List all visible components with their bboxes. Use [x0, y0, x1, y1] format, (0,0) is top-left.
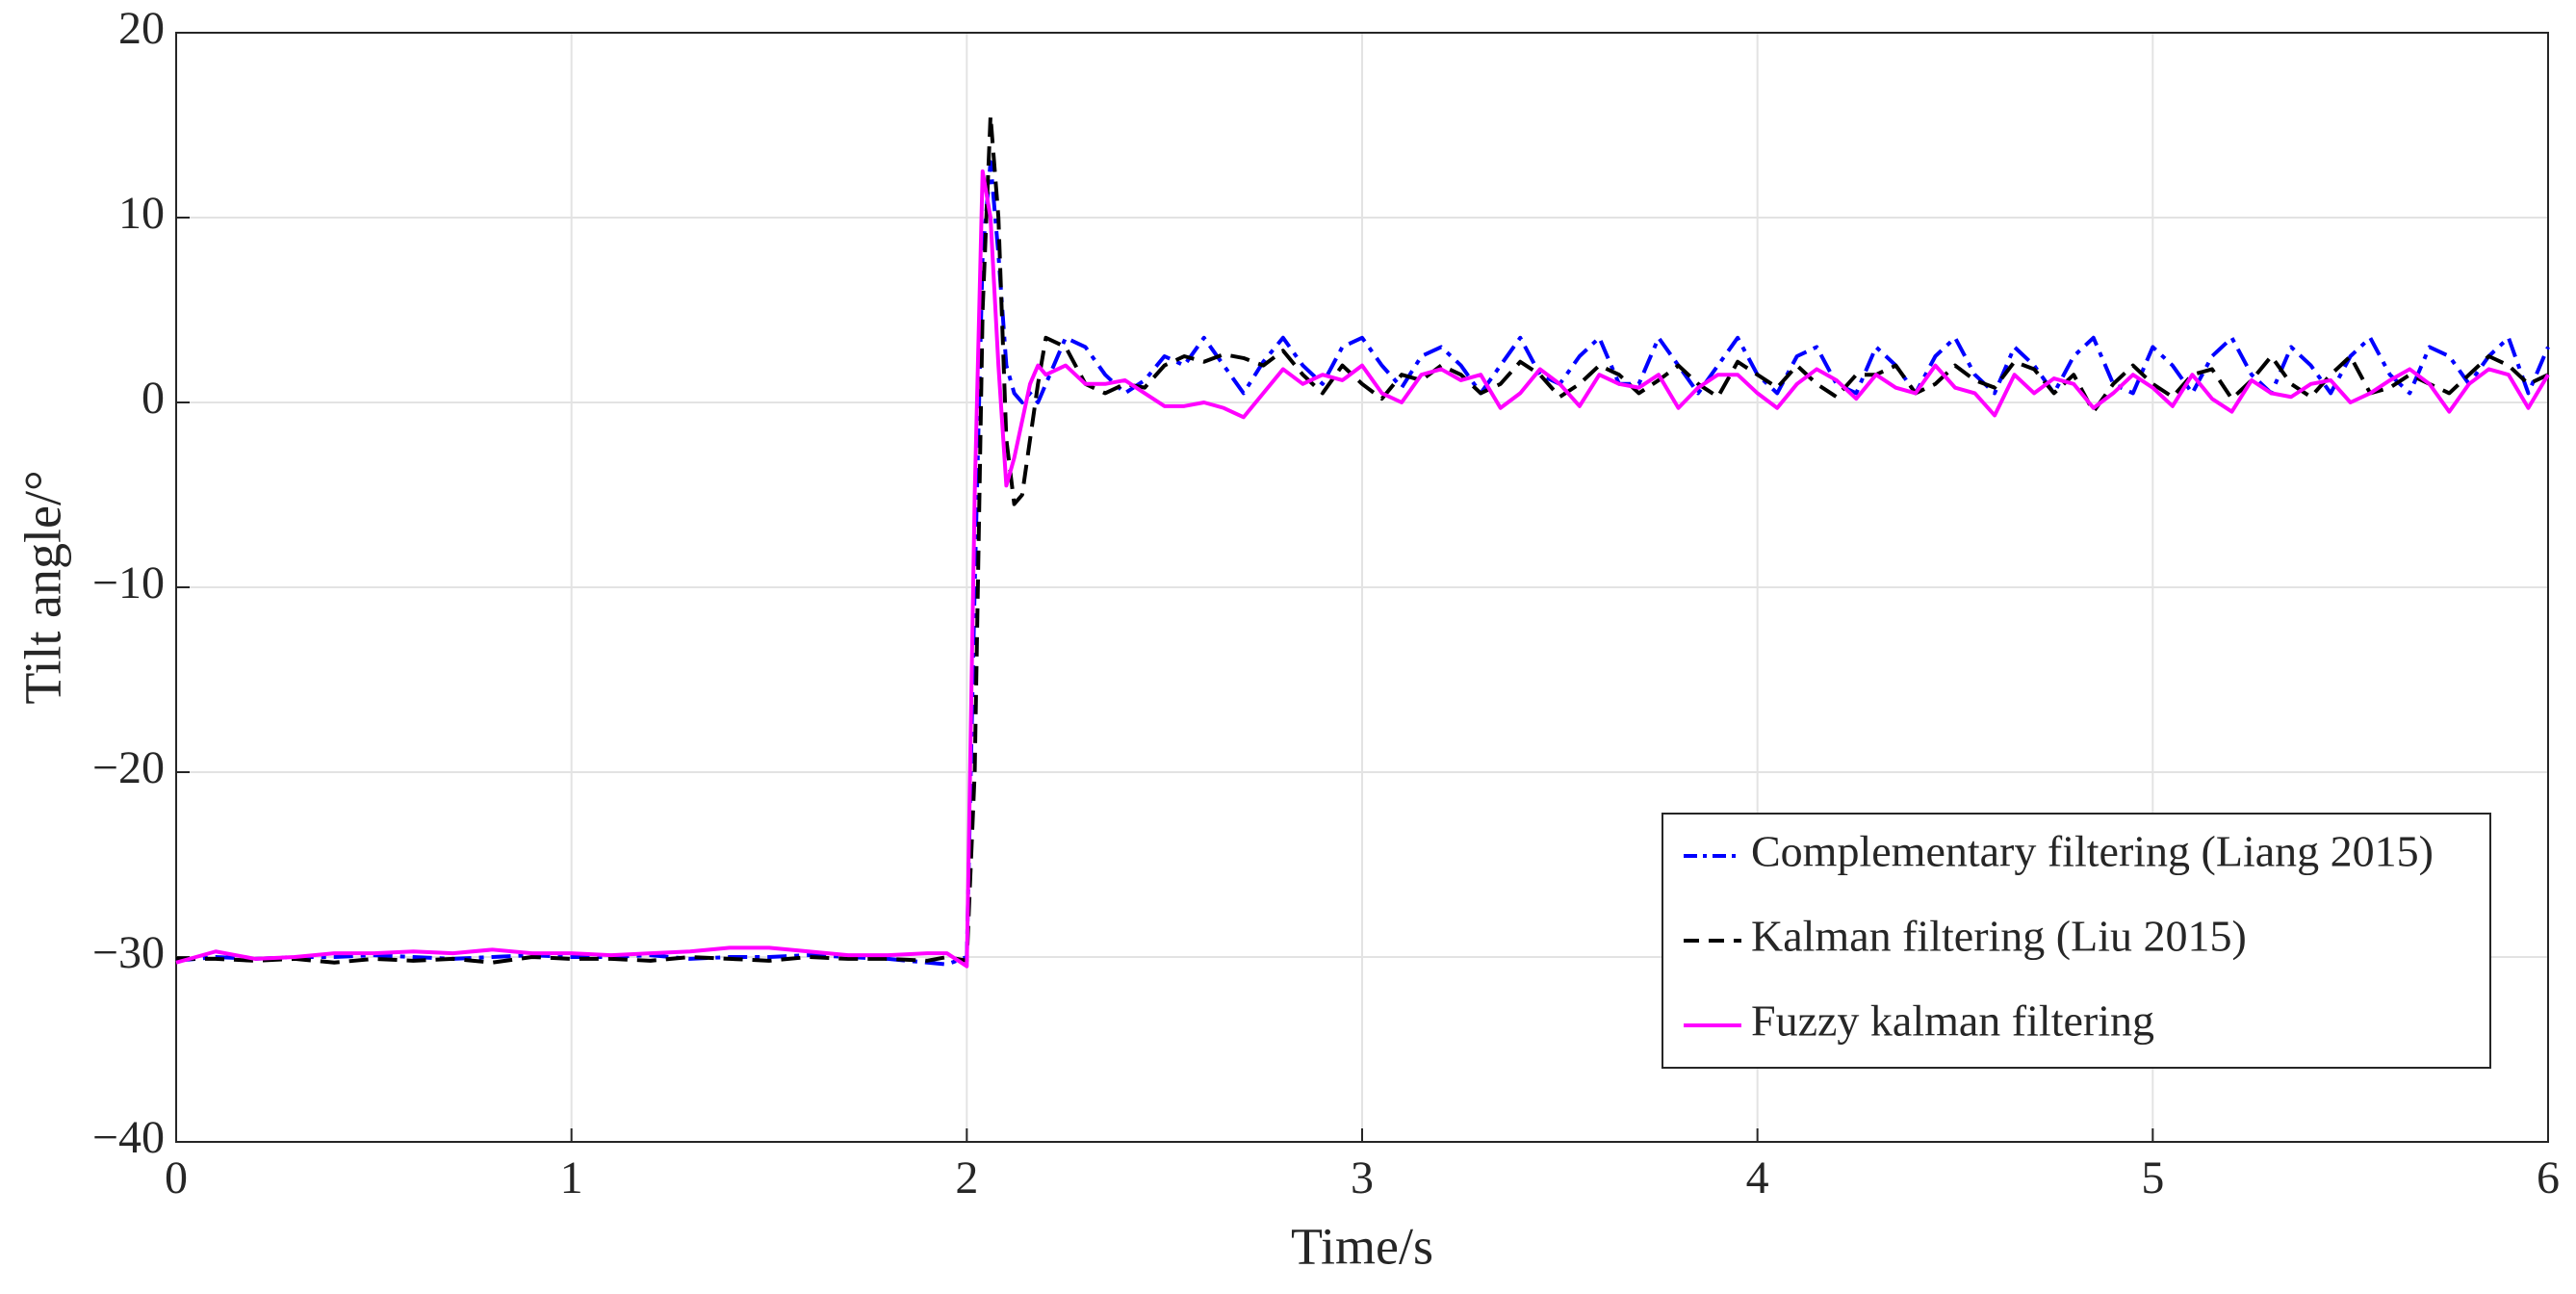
x-tick-label: 3: [1351, 1152, 1374, 1203]
y-tick-label: −20: [92, 742, 165, 793]
y-tick-label: −10: [92, 557, 165, 608]
y-axis-label: Tilt angle/°: [13, 470, 71, 704]
series-line: [175, 169, 2550, 969]
x-tick-label: 2: [955, 1152, 978, 1203]
y-tick-label: −30: [92, 927, 165, 978]
x-tick-label: 5: [2141, 1152, 2164, 1203]
legend-label: Complementary filtering (Liang 2015): [1751, 827, 2434, 876]
legend-box: [1662, 813, 2491, 1069]
x-tick-label: 6: [2537, 1152, 2560, 1203]
x-tick-label: 1: [560, 1152, 583, 1203]
y-tick-label: −40: [92, 1112, 165, 1163]
series-line: [175, 160, 2550, 967]
plot-frame: [175, 32, 2549, 1143]
legend-label: Fuzzy kalman filtering: [1751, 996, 2154, 1046]
y-tick-label: 10: [118, 188, 165, 239]
legend: Complementary filtering (Liang 2015) Kalm…: [1662, 813, 2491, 1069]
series-line: [176, 114, 2549, 965]
y-tick-label: 0: [142, 373, 165, 424]
y-tick-label: 20: [118, 3, 165, 54]
x-tick-label: 4: [1746, 1152, 1769, 1203]
x-tick-label: 0: [165, 1152, 188, 1203]
x-axis-label: Time/s: [1291, 1217, 1433, 1275]
legend-label: Kalman filtering (Liu 2015): [1751, 912, 2247, 961]
